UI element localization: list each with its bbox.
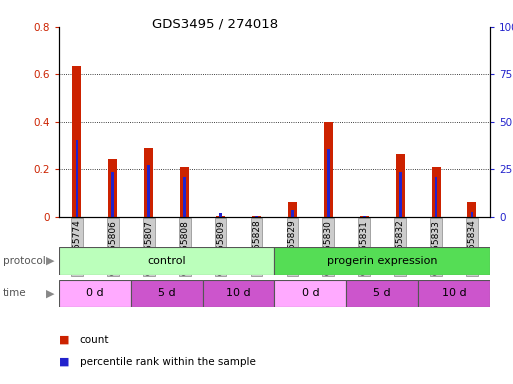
Bar xyxy=(396,154,405,217)
Bar xyxy=(346,280,418,307)
Bar xyxy=(219,214,222,217)
Text: count: count xyxy=(80,335,109,345)
Bar xyxy=(431,167,441,217)
Bar xyxy=(147,165,150,217)
Bar xyxy=(203,280,274,307)
Bar xyxy=(274,247,490,275)
Bar xyxy=(59,247,274,275)
Text: protocol: protocol xyxy=(3,256,45,266)
Text: ■: ■ xyxy=(59,357,69,367)
Bar xyxy=(59,280,131,307)
Text: 0 d: 0 d xyxy=(86,288,104,298)
Bar xyxy=(327,149,330,217)
Bar xyxy=(144,148,153,217)
Bar xyxy=(72,66,82,217)
Text: 0 d: 0 d xyxy=(302,288,319,298)
Text: GDS3495 / 274018: GDS3495 / 274018 xyxy=(152,17,279,30)
Bar xyxy=(470,212,473,217)
Bar xyxy=(111,172,114,217)
Bar xyxy=(274,280,346,307)
Bar xyxy=(183,177,186,217)
Text: ▶: ▶ xyxy=(46,288,54,298)
Bar xyxy=(324,122,333,217)
Text: control: control xyxy=(147,256,186,266)
Bar xyxy=(75,140,78,217)
Text: ▶: ▶ xyxy=(46,256,54,266)
Bar xyxy=(435,177,438,217)
Text: 5 d: 5 d xyxy=(158,288,175,298)
Text: 10 d: 10 d xyxy=(226,288,251,298)
Text: ■: ■ xyxy=(59,335,69,345)
Text: 5 d: 5 d xyxy=(373,288,391,298)
Bar xyxy=(180,167,189,217)
Bar xyxy=(291,210,294,217)
Bar xyxy=(399,172,402,217)
Bar xyxy=(216,216,225,217)
Bar xyxy=(467,202,477,217)
Bar xyxy=(418,280,490,307)
Text: progerin expression: progerin expression xyxy=(327,256,438,266)
Bar xyxy=(288,202,297,217)
Bar xyxy=(131,280,203,307)
Bar xyxy=(108,159,117,217)
Text: percentile rank within the sample: percentile rank within the sample xyxy=(80,357,255,367)
Text: time: time xyxy=(3,288,26,298)
Text: 10 d: 10 d xyxy=(442,288,466,298)
